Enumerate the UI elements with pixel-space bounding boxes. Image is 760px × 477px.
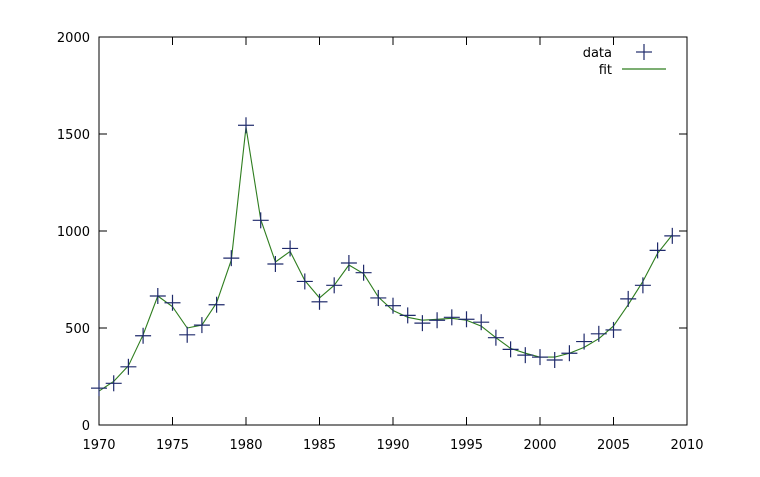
data-point [664, 227, 681, 244]
data-point [590, 325, 607, 342]
data-point [120, 358, 137, 375]
x-tick-label: 2000 [523, 438, 556, 453]
data-point [179, 326, 196, 343]
data-point [370, 289, 387, 306]
data-point [546, 352, 563, 369]
data-point [326, 277, 343, 294]
axis-ticks [98, 36, 688, 426]
data-point [561, 345, 578, 362]
legend-label-fit: fit [599, 63, 612, 78]
x-tick-label: 2005 [597, 438, 630, 453]
x-tick-label: 1970 [82, 438, 115, 453]
data-point [296, 273, 313, 290]
data-point [193, 317, 210, 334]
data-point [340, 255, 357, 272]
data-point [634, 277, 651, 294]
x-tick-label: 1995 [450, 438, 483, 453]
data-point [443, 309, 460, 326]
x-tick-label: 1975 [156, 438, 189, 453]
series-layer [91, 117, 681, 397]
data-point [620, 290, 637, 307]
data-point [429, 312, 446, 329]
data-point [282, 240, 299, 257]
data-point [91, 380, 107, 397]
legend-label-data: data [583, 46, 612, 61]
data-point [252, 212, 269, 229]
y-tick-label: 2000 [57, 31, 90, 46]
x-tick-label: 2010 [670, 438, 703, 453]
data-point [473, 314, 490, 331]
data-point [238, 117, 254, 134]
data-point [399, 307, 416, 324]
data-point [267, 255, 284, 272]
data-point [576, 333, 593, 350]
x-tick-label: 1990 [376, 438, 409, 453]
data-point [605, 321, 622, 338]
y-tick-label: 500 [65, 322, 90, 337]
legend-marker-data [636, 44, 652, 60]
data-point [414, 315, 431, 332]
y-tick-label: 1500 [57, 128, 90, 143]
data-point [223, 250, 240, 267]
y-tick-label: 1000 [57, 225, 90, 240]
data-point [105, 375, 122, 392]
x-tick-label: 1985 [303, 438, 336, 453]
fit-series-line [98, 126, 673, 392]
data-point [135, 327, 152, 344]
data-point [649, 242, 666, 259]
legend: data fit [583, 44, 666, 78]
data-point [458, 311, 475, 328]
data-point [355, 264, 372, 281]
data-point [517, 347, 534, 364]
data-point [487, 329, 504, 346]
data-point [385, 297, 401, 314]
data-point [502, 341, 519, 358]
data-point [311, 293, 328, 310]
data-point [532, 349, 548, 366]
x-tick-label: 1980 [229, 438, 262, 453]
data-point [164, 294, 181, 311]
data-point [208, 296, 225, 313]
data-point [149, 287, 166, 304]
plot-frame [98, 36, 688, 426]
axis-tick-labels: 1970 1975 1980 1985 1990 1995 2000 2005 2010 0 500… [57, 31, 704, 453]
y-tick-label: 0 [82, 419, 90, 434]
